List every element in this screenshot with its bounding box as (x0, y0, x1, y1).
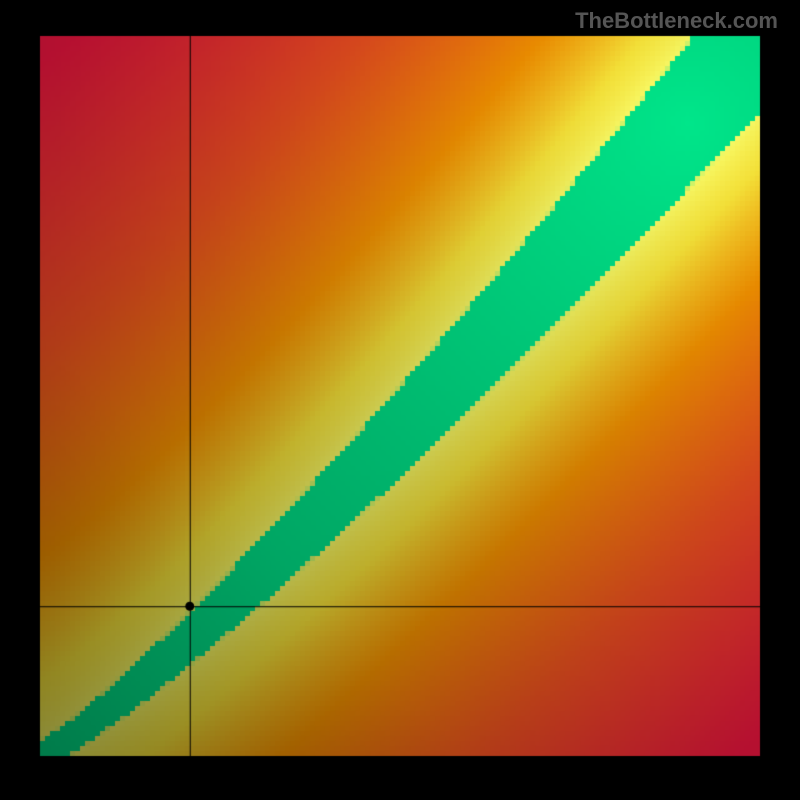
bottleneck-heatmap (0, 0, 800, 800)
watermark-text: TheBottleneck.com (575, 8, 778, 34)
chart-container: { "watermark": { "text": "TheBottleneck.… (0, 0, 800, 800)
